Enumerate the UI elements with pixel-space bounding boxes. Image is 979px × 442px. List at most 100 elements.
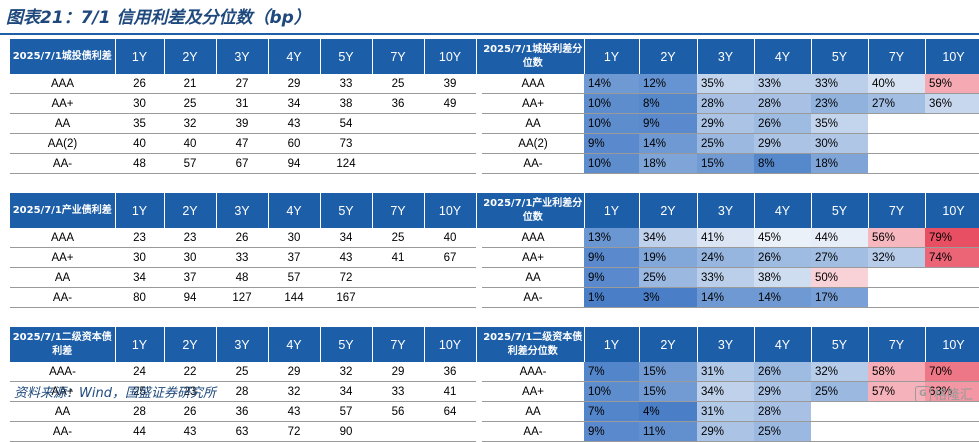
spread-cell [424, 421, 476, 442]
percentile-cell: 19% [639, 247, 697, 268]
spread-header-label: 2025/7/1城投债利差 [10, 39, 116, 74]
percentile-cell: 13% [584, 228, 639, 248]
spread-header-label: 2025/7/1产业债利差 [10, 193, 116, 228]
spread-cell [424, 153, 476, 174]
spread-cell: 43 [268, 113, 320, 134]
spread-cell: 67 [216, 153, 268, 174]
spread-cell: 80 [115, 287, 164, 308]
rating-cell: AA+ [482, 93, 584, 114]
rating-cell: AA+ [10, 247, 115, 268]
spread-cell: 27 [216, 74, 268, 94]
rating-cell: AA(2) [10, 133, 115, 154]
rating-cell: AAA [482, 74, 584, 94]
tenor-header: 3Y [697, 193, 755, 228]
spread-cell: 23 [164, 228, 216, 248]
spread-cell: 25 [115, 381, 164, 402]
rating-cell: AA+ [482, 247, 584, 268]
percentile-cell: 9% [584, 247, 639, 268]
rating-cell: AA- [10, 153, 115, 174]
percentile-cell: 10% [584, 93, 639, 114]
spread-cell: 34 [320, 228, 372, 248]
table-row: AA+ 30 25 31 34 38 36 49 AA+ 10% 8% 28% 28% 23% 27% 36% [10, 93, 979, 114]
spread-cell: 37 [164, 267, 216, 288]
rating-cell: AA+ [10, 93, 115, 114]
percentile-cell: 57% [868, 381, 925, 402]
spread-cell: 47 [216, 133, 268, 154]
percentile-cell: 79% [925, 228, 979, 248]
percentile-cell: 74% [925, 247, 979, 268]
spread-cell: 40 [424, 228, 476, 248]
spread-cell: 72 [320, 267, 372, 288]
gap-cell [476, 327, 482, 362]
tenor-header: 10Y [925, 327, 979, 362]
gap-cell [476, 39, 482, 74]
spread-cell: 167 [320, 287, 372, 308]
percentile-cell: 9% [584, 133, 639, 154]
percentile-cell: 70% [925, 362, 979, 382]
tenor-header: 10Y [925, 39, 979, 74]
tenor-header: 4Y [268, 39, 321, 74]
percentile-cell: 38% [754, 267, 811, 288]
spread-cell [372, 133, 424, 154]
spread-cell: 94 [268, 153, 320, 174]
spread-cell: 25 [372, 228, 424, 248]
spread-cell: 57 [268, 267, 320, 288]
percentile-cell: 15% [639, 381, 697, 402]
rating-cell: AAA [482, 228, 584, 248]
spread-cell: 43 [164, 421, 216, 442]
percentile-cell: 8% [754, 153, 811, 174]
tenor-header: 4Y [754, 327, 812, 362]
tenor-header: 7Y [868, 327, 926, 362]
percentile-header-label: 2025/7/1二级资本债利差分位数 [482, 327, 585, 362]
percentile-cell: 9% [584, 421, 639, 442]
spread-cell: 40 [164, 133, 216, 154]
percentile-cell [925, 421, 979, 442]
percentile-cell: 56% [868, 228, 925, 248]
spread-cell: 38 [320, 93, 372, 114]
spread-cell: 30 [115, 247, 164, 268]
percentile-cell: 63% [925, 381, 979, 402]
tenor-header: 2Y [164, 327, 217, 362]
spread-cell: 29 [268, 74, 320, 94]
table-row: AAA 23 23 26 30 34 25 40 AAA 13% 34% 41% 45% 44% 56% 79… [10, 228, 979, 248]
tenor-header: 2Y [164, 193, 217, 228]
tenor-header: 10Y [424, 193, 477, 228]
percentile-cell: 7% [584, 362, 639, 382]
spread-cell: 30 [115, 93, 164, 114]
gap-cell [476, 362, 482, 382]
percentile-cell: 29% [697, 113, 754, 134]
rating-cell: AA [482, 267, 584, 288]
percentile-cell: 3% [639, 287, 697, 308]
percentile-cell [925, 133, 979, 154]
spread-cell: 34 [115, 267, 164, 288]
table-row: AA(2) 40 40 47 60 73 AA(2) 9% 14% 25% 29% 30% [10, 133, 979, 154]
spread-cell: 49 [424, 93, 476, 114]
rating-cell: AA- [10, 287, 115, 308]
percentile-cell [868, 421, 925, 442]
tenor-header: 2Y [639, 193, 698, 228]
spacer-cell [10, 307, 979, 327]
tenor-header: 2Y [639, 327, 698, 362]
gap-cell [476, 247, 482, 268]
spread-cell: 60 [268, 133, 320, 154]
percentile-cell: 14% [584, 74, 639, 94]
gap-cell [476, 133, 482, 154]
tenor-header: 1Y [115, 327, 165, 362]
percentile-cell: 17% [811, 287, 868, 308]
percentile-cell [925, 153, 979, 174]
tenor-header: 1Y [584, 39, 640, 74]
spread-cell: 73 [320, 133, 372, 154]
gap-cell [476, 74, 482, 94]
spread-cell: 48 [216, 267, 268, 288]
rating-cell: AA+ [482, 381, 584, 402]
spread-cell: 30 [164, 247, 216, 268]
percentile-cell: 35% [811, 113, 868, 134]
percentile-cell: 10% [584, 153, 639, 174]
percentile-cell: 40% [868, 74, 925, 94]
gap-cell [476, 267, 482, 288]
percentile-cell: 33% [811, 74, 868, 94]
percentile-cell: 15% [697, 153, 754, 174]
percentile-cell: 25% [639, 267, 697, 288]
percentile-cell: 25% [811, 381, 868, 402]
rating-cell: AAA- [10, 362, 115, 382]
